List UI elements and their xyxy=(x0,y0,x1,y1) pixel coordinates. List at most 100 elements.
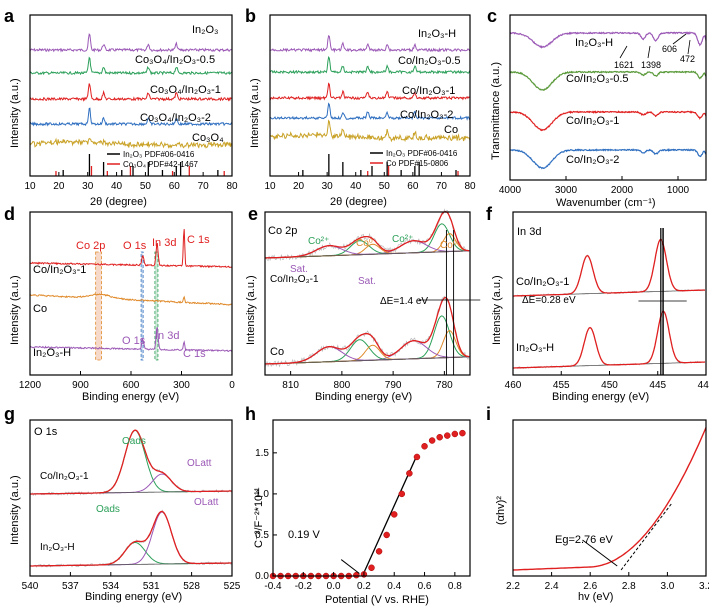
xtick-label-d: 1200 xyxy=(19,380,42,391)
highlight-o1s xyxy=(140,251,144,361)
series-b-3 xyxy=(269,102,471,121)
background-e-bottom xyxy=(265,356,470,365)
ann-d-o1s: O 1s xyxy=(123,240,147,252)
ylabel-c: Transmittance (a.u.) xyxy=(490,62,502,160)
xtick-label-b: 40 xyxy=(350,181,362,192)
xtick-label-b: 80 xyxy=(464,181,476,192)
xtick-label-c: 4000 xyxy=(499,185,522,196)
series-d-2 xyxy=(29,327,232,353)
data-point-h xyxy=(421,443,428,450)
label-a-s5: Co₃O₄ xyxy=(192,132,224,144)
series-c-0 xyxy=(509,31,707,49)
label-b-s4: Co/In₂O₃-2 xyxy=(400,109,453,121)
xtick-label-c: 2000 xyxy=(611,185,634,196)
frame-c xyxy=(509,14,707,181)
ann-d-o1s-2: O 1s xyxy=(122,335,146,347)
xtick-label-h: 0.4 xyxy=(387,581,401,592)
series-a-3 xyxy=(29,107,233,127)
xtick-label-a: 40 xyxy=(111,181,123,192)
xtick-label-g: 540 xyxy=(22,581,39,592)
label-b-s5: Co xyxy=(444,124,458,136)
fit-f-bottom xyxy=(513,310,706,369)
label-b-ref1: In₂O₃ PDF#06-0416 xyxy=(386,149,458,158)
xtick-label-i: 2.8 xyxy=(622,581,636,592)
panel-label-b: b xyxy=(245,6,256,26)
ylabel-g: Intensity (a.u.) xyxy=(9,475,21,545)
ann-e-co2b: Co²⁺ xyxy=(392,234,413,245)
ann-g-oads1: Oads xyxy=(122,436,146,447)
xtick-label-f: 450 xyxy=(601,380,618,391)
ann-d-in3d: In 3d xyxy=(152,237,176,249)
data-point-h xyxy=(375,548,383,555)
label-d-s1: Co/In₂O₃-1 xyxy=(33,264,86,276)
series-b-4 xyxy=(269,119,471,143)
arrow-c xyxy=(647,45,651,59)
ytick-label-h: 1.0 xyxy=(255,489,269,500)
component-e-bottom-1 xyxy=(264,329,470,365)
xlabel-e: Binding energy (eV) xyxy=(315,391,412,403)
frame-e xyxy=(264,211,471,376)
data-point-h xyxy=(436,433,443,441)
ann-c-606: 606 xyxy=(662,44,677,54)
ann-d-in3d-2: In 3d xyxy=(155,330,179,342)
xlabel-h: Potential (V vs. RHE) xyxy=(325,594,429,606)
envelope-e-top xyxy=(265,210,470,259)
label-d-s2: Co xyxy=(33,303,47,315)
xtick-label-f: 445 xyxy=(649,380,666,391)
xlabel-i: hv (eV) xyxy=(578,591,613,603)
data-point-h xyxy=(413,453,421,461)
frame-b xyxy=(269,14,471,177)
xtick-label-i: 2.2 xyxy=(506,581,520,592)
xlabel-d: Binding energy (eV) xyxy=(82,391,179,403)
panel-label-g: g xyxy=(4,404,15,424)
xtick-label-b: 60 xyxy=(407,181,419,192)
series-d-1 xyxy=(29,293,232,306)
xtick-label-h: -0.4 xyxy=(264,581,282,592)
series-a-1 xyxy=(29,56,233,76)
label-a-s2: Co₃O₄/In₂O₃-0.5 xyxy=(135,54,215,66)
label-c-s4: Co/In₂O₃-2 xyxy=(566,154,619,166)
xtick-label-g: 537 xyxy=(62,581,79,592)
frame-a xyxy=(29,14,233,177)
xtick-label-f: 455 xyxy=(553,380,570,391)
ylabel-e: Intensity (a.u.) xyxy=(245,275,257,345)
xtick-label-i: 2.4 xyxy=(545,581,559,592)
xtick-label-b: 70 xyxy=(436,181,448,192)
arrow-c xyxy=(687,39,691,55)
xtick-label-a: 10 xyxy=(24,181,36,192)
ann-e-co2a: Co²⁺ xyxy=(308,236,329,247)
envelope-g-top xyxy=(30,429,232,495)
axes-layer: 10 20 30 40 50 60 70 80 10 20 30 40 50 60 70 80 4000 3000… xyxy=(19,14,709,592)
label-e-s1: Co/In₂O₃-1 xyxy=(270,274,319,285)
raw-e-bottom xyxy=(264,295,470,368)
title-f: In 3d xyxy=(517,226,541,238)
data-point-h xyxy=(368,564,375,572)
xtick-label-h: -0.2 xyxy=(295,581,313,592)
tangent-i xyxy=(620,503,672,571)
xtick-label-a: 50 xyxy=(140,181,152,192)
fit-f-top xyxy=(513,238,706,297)
panel-label-f: f xyxy=(486,204,493,224)
xtick-label-b: 30 xyxy=(322,181,334,192)
raw-f-bottom xyxy=(512,311,706,370)
ann-d-c1s-2: C 1s xyxy=(183,348,206,360)
ann-e-sat1: Sat. xyxy=(290,264,308,275)
ytick-label-h: 0.0 xyxy=(255,571,269,582)
label-c-s3: Co/In₂O₃-1 xyxy=(566,115,619,127)
label-f-s1: Co/In₂O₃-1 xyxy=(516,276,569,288)
raw-g-bottom xyxy=(29,509,232,568)
xtick-label-a: 70 xyxy=(198,181,210,192)
xlabel-c: Wavenumber (cm⁻¹) xyxy=(556,197,656,209)
ytick-label-h: 0.5 xyxy=(255,530,269,541)
label-c-s2: Co/In₂O₃-0.5 xyxy=(566,73,629,85)
xtick-label-i: 3.2 xyxy=(699,581,709,592)
ylabel-b: Intensity (a.u.) xyxy=(249,78,261,148)
xtick-label-h: 0.0 xyxy=(327,581,341,592)
series-b-1 xyxy=(269,55,471,75)
panel-label-a: a xyxy=(4,6,15,26)
arrow-i xyxy=(582,539,618,567)
panel-label-i: i xyxy=(486,404,491,424)
xtick-label-g: 525 xyxy=(224,581,241,592)
xtick-label-f: 460 xyxy=(505,380,522,391)
